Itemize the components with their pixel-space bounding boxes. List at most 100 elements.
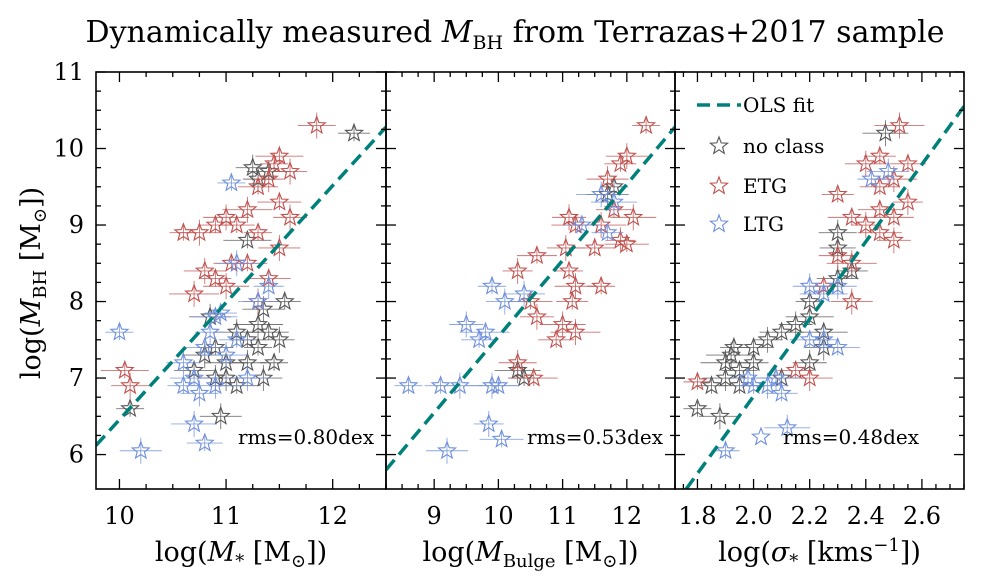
data-point [216, 344, 237, 364]
data-point [523, 367, 544, 387]
data-point [584, 237, 605, 257]
data-point [855, 214, 876, 234]
data-point [546, 329, 567, 349]
data-point [526, 306, 548, 326]
data-point [799, 275, 820, 295]
data-point [855, 153, 876, 173]
data-point [481, 275, 502, 295]
data-point [173, 222, 194, 242]
y-tick-label: 8 [69, 288, 84, 316]
x-tick-label: 1.8 [678, 502, 716, 530]
data-point [827, 275, 848, 295]
y-tick-label: 7 [69, 364, 84, 392]
legend-marker [708, 135, 730, 155]
rms-label: rms=0.53dex [527, 425, 664, 449]
data-point [120, 398, 141, 418]
data-point [237, 199, 258, 219]
data-point [591, 275, 612, 295]
data-point [875, 122, 896, 142]
chart-title: Dynamically measured MBH from Terrazas+2… [86, 15, 945, 54]
data-point [715, 352, 736, 372]
x-tick-label: 11 [211, 502, 242, 530]
rms-star-marker [750, 426, 772, 446]
data-point [603, 191, 624, 211]
x-tick-label: 12 [612, 502, 643, 530]
data-point [729, 359, 750, 379]
data-point [456, 313, 477, 334]
rms-label: rms=0.48dex [783, 425, 920, 449]
panel-stellar-mass: 10 11 12 6 7 8 9 10 11 rms=0.80dex log(M* [M⊙]) [53, 58, 387, 572]
data-point [785, 359, 806, 379]
data-point [507, 260, 528, 280]
legend-marker [708, 213, 730, 233]
data-point [475, 321, 496, 341]
data-point [889, 115, 910, 135]
data-point [861, 168, 882, 188]
data-point [507, 352, 528, 372]
ols-fit-line [96, 125, 386, 447]
data-point [827, 245, 848, 265]
legend-label: ETG [743, 174, 787, 198]
data-point [221, 172, 242, 192]
data-point [701, 375, 722, 395]
data-point [258, 275, 279, 295]
data-point [799, 290, 820, 311]
data-point [210, 302, 231, 322]
data-point [205, 268, 226, 288]
data-point [269, 237, 290, 257]
data-point [449, 375, 470, 395]
data-point [194, 260, 215, 280]
data-point [743, 352, 764, 372]
x-tick-label: 10 [483, 502, 514, 530]
data-point [430, 375, 451, 395]
data-point [215, 367, 237, 387]
legend-label: LTG [743, 212, 784, 236]
data-point [869, 199, 890, 219]
data-point [258, 321, 279, 341]
series-etg [498, 115, 661, 387]
data-point [226, 329, 247, 349]
data-point [226, 214, 247, 234]
data-point [514, 283, 535, 303]
data-point [555, 237, 576, 257]
data-point [777, 417, 798, 437]
data-point [785, 313, 806, 334]
data-point [571, 214, 592, 234]
series-etg [100, 112, 336, 399]
data-point [269, 145, 290, 165]
data-point [242, 157, 263, 177]
data-point [248, 313, 269, 334]
data-point [897, 191, 918, 211]
data-point [610, 153, 631, 173]
data-point [559, 260, 580, 280]
series-ltg [105, 172, 284, 464]
data-point [114, 359, 135, 379]
data-point [437, 440, 458, 460]
data-point [199, 321, 221, 341]
data-point [205, 375, 226, 395]
data-point [226, 252, 247, 272]
data-point [215, 275, 237, 295]
data-point [841, 290, 862, 311]
data-point [841, 206, 862, 226]
plot-area [683, 105, 964, 489]
data-point [565, 275, 586, 295]
data-point [130, 440, 151, 460]
data-point [597, 168, 618, 188]
data-point [723, 336, 745, 356]
rms-label: rms=0.80dex [238, 425, 375, 449]
data-point [488, 375, 509, 395]
data-point [194, 336, 215, 356]
data-point [715, 367, 736, 387]
series-no-class [683, 120, 909, 430]
data-point [478, 413, 499, 433]
data-point [841, 252, 862, 272]
x-axis-label: log(MBulge [M⊙]) [422, 537, 638, 572]
y-tick-label: 11 [53, 58, 84, 86]
x-tick-label: 9 [427, 502, 442, 530]
data-point [247, 222, 269, 242]
y-tick-label: 9 [69, 211, 84, 239]
data-point [526, 245, 548, 265]
data-point [737, 367, 759, 387]
